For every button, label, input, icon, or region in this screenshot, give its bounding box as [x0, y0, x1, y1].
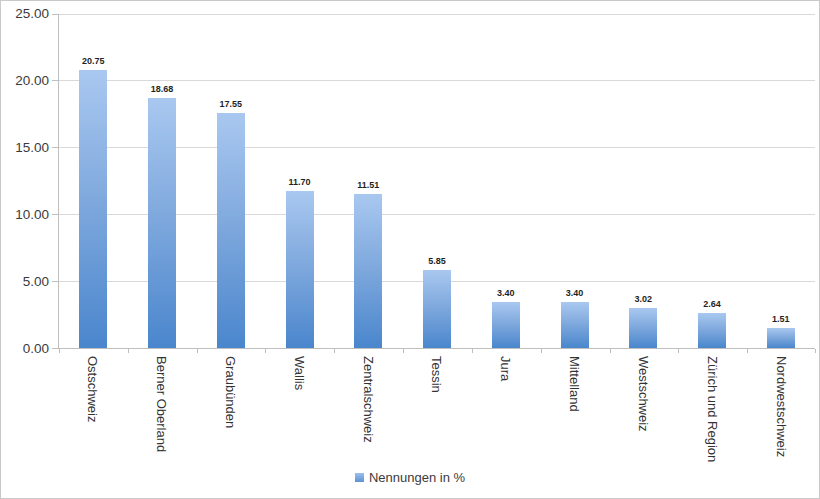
x-axis-label-slot: Berner Oberland [127, 356, 196, 474]
bar-slot: 3.40 [471, 14, 540, 348]
x-axis-category-label: Graubünden [223, 356, 237, 428]
bar-slot: 2.64 [678, 14, 747, 348]
x-axis-category-label: Zentralschweiz [361, 356, 375, 443]
bar-value-label: 18.68 [151, 84, 174, 94]
x-axis-category-label: Jura [498, 356, 512, 381]
bar-slot: 11.51 [334, 14, 403, 348]
bar-zentralschweiz: 11.51 [354, 194, 382, 348]
x-axis-tick [197, 349, 198, 353]
x-axis-category-label: Nordwestschweiz [774, 356, 788, 457]
bar-slot: 3.40 [540, 14, 609, 348]
x-axis-label-slot: Zürich und Region [677, 356, 746, 474]
bar-graub-nden: 17.55 [217, 113, 245, 348]
bar-value-label: 17.55 [220, 99, 243, 109]
bar-nordwestschweiz: 1.51 [767, 328, 795, 348]
bar-slot: 20.75 [59, 14, 128, 348]
legend-label: Nennungen in % [369, 470, 465, 485]
x-axis-tick [128, 349, 129, 353]
x-axis-tick [59, 349, 60, 353]
bar-slot: 1.51 [746, 14, 815, 348]
bars-container: 20.75 18.68 17.55 11.70 11.51 5.85 3.40 3.40 3.0… [59, 14, 815, 348]
bar-slot: 17.55 [196, 14, 265, 348]
bar-value-label: 5.85 [428, 256, 446, 266]
x-axis-label-slot: Ostschweiz [58, 356, 127, 474]
x-axis-label-slot: Mittelland [540, 356, 609, 474]
x-axis-label-slot: Tessin [402, 356, 471, 474]
x-axis-category-label: Westschweiz [636, 356, 650, 432]
y-axis-tick-label: 0.00 [1, 342, 49, 356]
bar-value-label: 3.02 [634, 294, 652, 304]
bar-value-label: 1.51 [772, 314, 790, 324]
bar-mittelland: 3.40 [561, 302, 589, 348]
bar-wallis: 11.70 [286, 191, 314, 348]
x-axis-label-slot: Graubünden [196, 356, 265, 474]
x-axis-tick [403, 349, 404, 353]
bar-value-label: 3.40 [566, 288, 584, 298]
x-axis-tick [265, 349, 266, 353]
x-axis-category-label: Tessin [429, 356, 443, 393]
x-axis-tick [541, 349, 542, 353]
bar-tessin: 5.85 [423, 270, 451, 348]
x-axis-label-slot: Wallis [264, 356, 333, 474]
bar-value-label: 20.75 [82, 56, 105, 66]
x-axis-category-label: Berner Oberland [154, 356, 168, 452]
x-axis-label-slot: Zentralschweiz [333, 356, 402, 474]
x-axis-category-label: Mittelland [567, 356, 581, 412]
x-axis-tick [472, 349, 473, 353]
bar-ostschweiz: 20.75 [79, 70, 107, 348]
legend: Nennungen in % [1, 470, 819, 485]
bar-value-label: 11.70 [289, 177, 311, 187]
bar-slot: 5.85 [403, 14, 472, 348]
bar-jura: 3.40 [492, 302, 520, 348]
y-axis-tick [52, 80, 58, 81]
bar-z-rich-und-region: 2.64 [698, 313, 726, 348]
x-axis-tick [610, 349, 611, 353]
x-axis-tick [815, 349, 816, 353]
bar-chart: 20.75 18.68 17.55 11.70 11.51 5.85 3.40 3.40 3.0… [0, 0, 820, 499]
y-axis-tick-label: 25.00 [1, 7, 49, 21]
y-axis-tick-label: 10.00 [1, 208, 49, 222]
plot-area: 20.75 18.68 17.55 11.70 11.51 5.85 3.40 3.40 3.0… [58, 14, 815, 349]
bar-westschweiz: 3.02 [629, 308, 657, 348]
x-axis-tick [747, 349, 748, 353]
bar-slot: 11.70 [265, 14, 334, 348]
bar-value-label: 2.64 [703, 299, 721, 309]
x-axis-category-label: Zürich und Region [705, 356, 719, 462]
y-axis-tick [52, 147, 58, 148]
x-axis-labels: Ostschweiz Berner Oberland Graubünden Walli… [58, 356, 815, 474]
x-axis-tick [334, 349, 335, 353]
y-axis-tick [52, 348, 58, 349]
bar-value-label: 11.51 [357, 180, 379, 190]
bar-value-label: 3.40 [497, 288, 515, 298]
y-axis-tick [52, 281, 58, 282]
y-axis-tick [52, 14, 58, 15]
x-axis-category-label: Wallis [292, 356, 306, 390]
x-axis-label-slot: Jura [471, 356, 540, 474]
x-axis-label-slot: Nordwestschweiz [746, 356, 815, 474]
bar-slot: 18.68 [128, 14, 197, 348]
bar-slot: 3.02 [609, 14, 678, 348]
y-axis-tick-label: 20.00 [1, 74, 49, 88]
x-axis-category-label: Ostschweiz [85, 356, 99, 422]
y-axis-tick [52, 214, 58, 215]
x-axis-label-slot: Westschweiz [609, 356, 678, 474]
bar-berner-oberland: 18.68 [148, 98, 176, 348]
y-axis-tick-label: 15.00 [1, 141, 49, 155]
x-axis-tick [678, 349, 679, 353]
y-axis-tick-label: 5.00 [1, 275, 49, 289]
legend-series-marker-icon [355, 473, 364, 482]
